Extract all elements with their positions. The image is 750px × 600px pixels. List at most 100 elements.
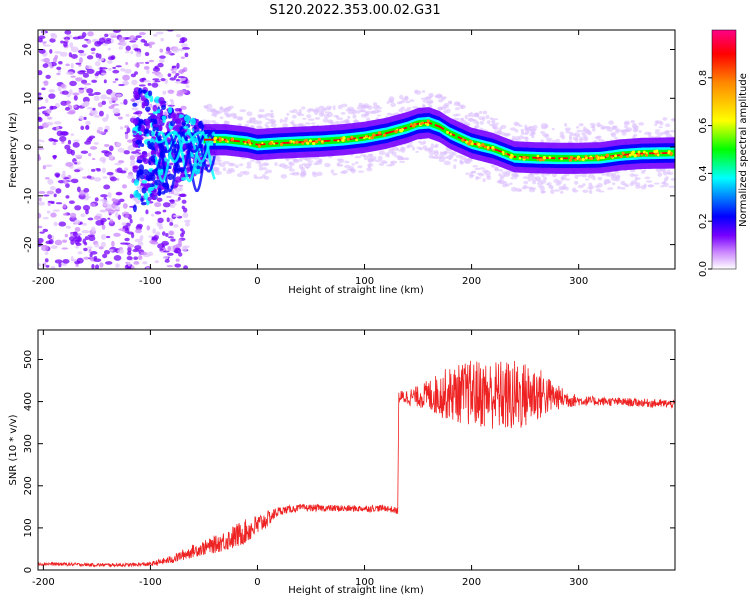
spectrogram-cell	[74, 226, 81, 232]
spectrogram-cell	[107, 47, 111, 51]
spectrogram-cell	[38, 212, 42, 219]
spectrogram-cell	[491, 118, 499, 121]
spectrogram-cell	[167, 173, 174, 180]
spectrogram-peak	[295, 140, 299, 144]
spectrogram-cell	[93, 115, 101, 118]
spectrogram-cell	[411, 146, 416, 151]
spectrogram-cell	[46, 121, 54, 126]
spectrogram-cell	[267, 118, 273, 122]
spectrogram-cell	[62, 170, 66, 175]
spectrogram-cell	[137, 169, 144, 176]
spectrogram-cell	[141, 180, 148, 184]
spectrogram-cell	[167, 73, 172, 77]
spectrogram-cell	[132, 118, 139, 126]
spectrogram-cell	[610, 133, 617, 138]
spectrogram-cell	[265, 169, 273, 174]
spectrogram-cell	[264, 123, 268, 127]
spectrogram-cell	[167, 246, 171, 252]
spectrogram-cell	[181, 120, 186, 128]
spectrogram-cell	[44, 164, 53, 168]
spectrogram-cell	[59, 51, 68, 57]
spectrogram-cell	[530, 128, 537, 132]
spectrogram-cell	[110, 91, 118, 98]
spectrogram-cell	[653, 182, 660, 185]
spectrogram-cell	[149, 239, 156, 244]
spectrogram-cell	[434, 151, 440, 157]
spectrogram-cell	[75, 242, 82, 247]
spectrogram-peak	[522, 155, 526, 160]
spectrogram-cell	[155, 231, 161, 236]
y-tick-label: 0	[23, 567, 34, 573]
spectrogram-cell	[467, 159, 473, 162]
spectrogram-cell	[125, 113, 130, 117]
spectrogram-peak	[312, 141, 316, 146]
spectrogram-cell	[115, 263, 120, 268]
spectrogram-peak	[377, 131, 382, 135]
y-tick-label: 20	[23, 43, 34, 56]
spectrogram-cell	[103, 143, 110, 147]
spectrogram-cell	[64, 30, 72, 35]
spectrogram-cell	[662, 117, 668, 121]
spectrogram-peak	[518, 156, 522, 160]
spectrogram-cell	[85, 120, 91, 126]
spectrogram-cell	[288, 165, 293, 170]
spectrogram-cell	[53, 121, 62, 125]
spectrogram-cell	[100, 234, 107, 240]
spectrogram-cell	[100, 217, 107, 223]
spectrogram-cell	[154, 142, 159, 148]
spectrogram-cell	[169, 205, 176, 208]
spectrogram-cell	[474, 112, 480, 118]
spectrogram-cell	[138, 61, 145, 64]
spectrogram-cell	[114, 78, 119, 81]
spectrogram-cell	[491, 119, 496, 123]
spectrogram-cell	[64, 106, 71, 111]
spectrogram-cell	[126, 127, 131, 134]
spectrogram-cell	[84, 242, 88, 246]
colorbar: 0.0 0.2 0.4 0.6 0.8 Normalized spectral ampl…	[698, 29, 749, 277]
spectrogram-cell	[298, 157, 303, 162]
spectrogram-cell	[236, 173, 243, 178]
spectrogram-cell	[645, 180, 653, 183]
spectrogram-cell	[158, 96, 165, 105]
spectrogram-cell	[144, 52, 150, 57]
spectrogram-cell	[122, 74, 130, 81]
spectrogram-cell	[250, 159, 255, 162]
spectrogram-peak	[411, 124, 416, 128]
spectrogram-peak	[633, 153, 637, 158]
spectrogram-cell	[162, 182, 167, 188]
spectrogram-cell	[335, 115, 339, 119]
spectrogram-cell	[47, 179, 54, 185]
spectrogram-cell	[75, 77, 83, 82]
spectrogram-cell	[588, 189, 593, 195]
spectrogram-cell	[606, 171, 613, 177]
spectrogram-peak	[599, 156, 603, 160]
spectrogram-cell	[491, 123, 498, 129]
spectrogram-cell	[58, 60, 63, 65]
spectrogram-cell	[152, 104, 158, 112]
spectrogram-cell	[582, 189, 589, 193]
spectrogram-cell	[180, 105, 187, 110]
spectrogram-cell	[574, 137, 579, 143]
spectrogram-cell	[377, 114, 382, 117]
spectrogram-cell	[44, 177, 50, 180]
spectrogram-cell	[288, 168, 296, 172]
spectrogram-cell	[138, 130, 142, 136]
y-tick-label: 400	[23, 392, 34, 411]
spectrogram-cell	[132, 43, 139, 49]
spectrogram-peak	[461, 138, 465, 142]
spectrogram-cell	[132, 102, 138, 107]
spectrogram-cell	[596, 183, 603, 188]
spectrogram-cell	[167, 104, 176, 107]
spectrogram-cell	[107, 191, 112, 198]
spectrogram-cell	[100, 194, 108, 198]
spectrogram-cell	[523, 180, 529, 185]
spectrogram-cell	[140, 143, 145, 147]
spectrogram-cell	[172, 192, 181, 196]
spectrogram-cell	[56, 66, 62, 71]
spectrogram-cell	[84, 236, 89, 241]
spectrogram-cell	[55, 188, 62, 194]
spectrogram-cell	[654, 129, 661, 133]
spectrogram-cell	[453, 164, 457, 170]
spectrogram-cell	[91, 79, 98, 83]
